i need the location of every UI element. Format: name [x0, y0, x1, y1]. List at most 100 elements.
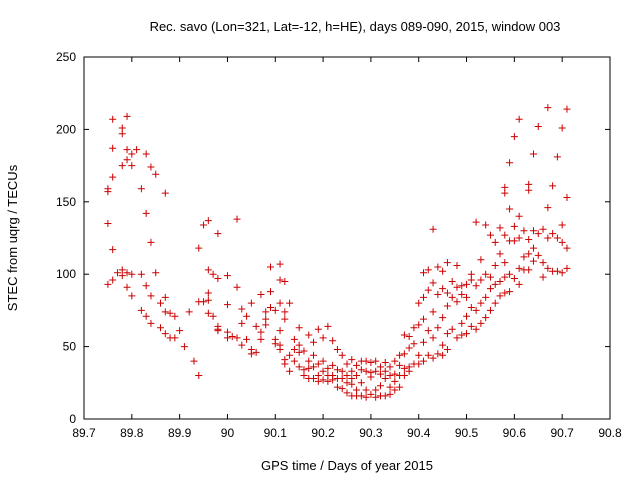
data-point — [157, 299, 165, 307]
data-point — [348, 367, 356, 375]
data-point — [515, 234, 523, 242]
data-point — [362, 393, 370, 401]
data-point — [238, 319, 246, 327]
data-point — [271, 306, 279, 314]
data-point — [386, 383, 394, 391]
data-point — [333, 383, 341, 391]
y-axis: 0 50 100 150 200 250 — [56, 50, 610, 426]
data-point — [252, 322, 260, 330]
data-point — [262, 308, 270, 316]
y-tick-label: 150 — [56, 195, 76, 209]
data-point — [391, 377, 399, 385]
data-point — [467, 304, 475, 312]
data-point — [109, 173, 117, 181]
data-point — [443, 345, 451, 353]
data-point — [534, 251, 542, 259]
data-point — [515, 115, 523, 123]
data-point — [529, 227, 537, 235]
x-tick-label: 90.5 — [455, 426, 479, 440]
data-point — [319, 367, 327, 375]
data-point — [266, 263, 274, 271]
data-point — [348, 380, 356, 388]
data-point — [486, 231, 494, 239]
data-point — [482, 270, 490, 278]
y-tick-label: 250 — [56, 50, 76, 64]
data-point — [439, 285, 447, 293]
data-point — [520, 227, 528, 235]
data-point — [195, 244, 203, 252]
data-point — [362, 357, 370, 365]
data-point — [415, 351, 423, 359]
y-tick-label: 50 — [63, 340, 77, 354]
data-point — [338, 351, 346, 359]
data-point — [286, 351, 294, 359]
x-axis-label: GPS time / Days of year 2015 — [261, 458, 433, 473]
data-point — [324, 364, 332, 372]
data-point — [496, 250, 504, 258]
data-point — [420, 269, 428, 277]
data-point — [113, 269, 121, 277]
data-point — [477, 276, 485, 284]
data-point — [420, 293, 428, 301]
data-point — [104, 220, 112, 228]
data-point — [271, 340, 279, 348]
data-point — [563, 105, 571, 113]
data-point — [391, 357, 399, 365]
data-point — [529, 257, 537, 265]
data-point — [510, 237, 518, 245]
data-point — [243, 312, 251, 320]
data-point — [381, 392, 389, 400]
data-point — [420, 338, 428, 346]
data-point — [147, 238, 155, 246]
data-point — [171, 312, 179, 320]
data-point — [539, 225, 547, 233]
data-point — [563, 193, 571, 201]
data-point — [204, 309, 212, 317]
data-point — [123, 112, 131, 120]
data-point — [372, 386, 380, 394]
data-point — [558, 221, 566, 229]
data-point — [305, 357, 313, 365]
data-point — [362, 367, 370, 375]
data-point — [491, 262, 499, 270]
data-point — [147, 292, 155, 300]
data-point — [553, 234, 561, 242]
data-point — [357, 366, 365, 374]
data-points — [104, 104, 571, 401]
data-point — [520, 253, 528, 261]
data-point — [276, 276, 284, 284]
data-point — [477, 299, 485, 307]
data-point — [238, 341, 246, 349]
data-point — [429, 308, 437, 316]
data-point — [486, 306, 494, 314]
data-point — [300, 372, 308, 380]
data-point — [501, 189, 509, 197]
data-point — [506, 270, 514, 278]
data-point — [252, 348, 260, 356]
data-point — [405, 367, 413, 375]
data-point — [424, 351, 432, 359]
x-tick-label: 90.3 — [359, 426, 383, 440]
data-point — [310, 374, 318, 382]
data-point — [434, 290, 442, 298]
data-point — [525, 186, 533, 194]
data-point — [338, 385, 346, 393]
data-point — [343, 389, 351, 397]
data-point — [525, 235, 533, 243]
data-point — [501, 289, 509, 297]
data-point — [161, 293, 169, 301]
data-point — [472, 306, 480, 314]
data-point — [319, 334, 327, 342]
data-point — [448, 277, 456, 285]
data-point — [501, 273, 509, 281]
x-tick-label: 89.7 — [72, 426, 96, 440]
data-point — [529, 150, 537, 158]
data-point — [544, 104, 552, 112]
data-point — [386, 390, 394, 398]
data-point — [314, 360, 322, 368]
data-point — [310, 363, 318, 371]
data-point — [238, 305, 246, 313]
data-point — [477, 256, 485, 264]
